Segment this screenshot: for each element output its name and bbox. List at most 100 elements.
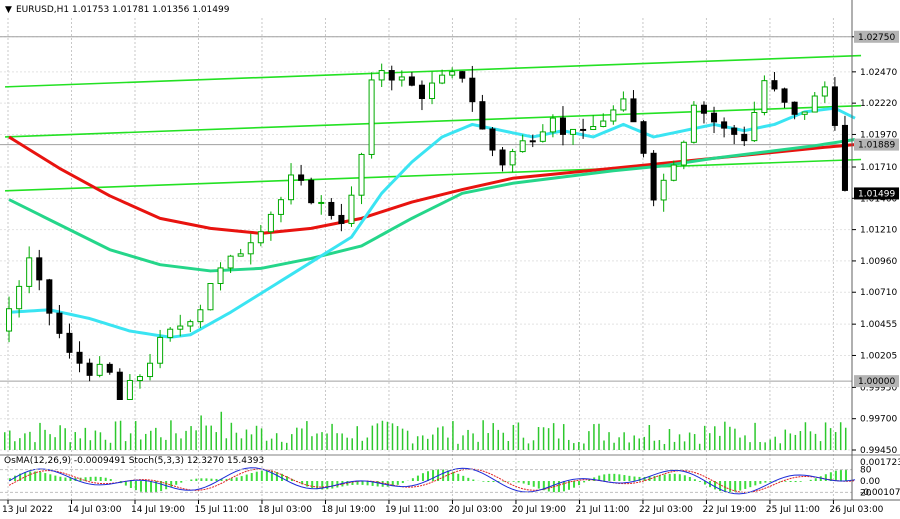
volume-bar — [527, 443, 530, 450]
volume-bar — [573, 443, 575, 450]
volume-bar — [44, 429, 46, 450]
volume-bar — [678, 434, 681, 450]
osma-bar — [301, 481, 304, 485]
osma-bar — [19, 473, 22, 481]
candle-body — [368, 79, 375, 155]
osma-bar — [54, 475, 57, 481]
volume-bar — [814, 433, 817, 450]
volume-bar — [29, 431, 31, 450]
osma-bar — [502, 481, 505, 482]
volume-bar — [497, 429, 499, 450]
volume-bar — [754, 422, 756, 450]
volume-bar — [230, 422, 233, 450]
candle-body — [731, 127, 738, 135]
osma-bar — [200, 478, 203, 481]
osma-bar — [492, 481, 495, 483]
volume-bar — [633, 435, 635, 450]
volume-bar — [608, 432, 610, 450]
osma-bar — [678, 474, 681, 481]
osma-bar — [316, 481, 319, 490]
candle-body — [640, 121, 647, 154]
osma-bar — [175, 481, 178, 485]
candle-body — [136, 376, 143, 381]
volume-bar — [296, 427, 298, 450]
osma-bar — [598, 475, 601, 481]
osma-bar — [245, 474, 248, 481]
osma-bar — [643, 476, 646, 481]
osma-bar — [205, 478, 208, 481]
osma-bar — [14, 475, 17, 481]
candle-body — [711, 112, 718, 123]
candle-body — [36, 257, 43, 281]
volume-bar — [522, 437, 525, 450]
osma-bar — [819, 476, 822, 481]
osma-tick-label: 0.00 — [860, 477, 880, 487]
volume-bar — [270, 438, 273, 450]
candle-body — [207, 283, 214, 311]
volume-bar — [477, 441, 479, 450]
volume-bar — [351, 438, 353, 450]
osma-bar — [719, 481, 722, 492]
osma-bar — [356, 481, 359, 485]
volume-bar — [104, 439, 107, 450]
volume-bar — [693, 434, 696, 450]
osma-bar — [215, 478, 218, 481]
volume-bar — [673, 441, 676, 450]
osma-bar — [472, 479, 475, 481]
osma-bar — [487, 481, 490, 483]
osma-bar — [573, 481, 576, 488]
time-tick-label: 22 Jul 19:00 — [702, 505, 756, 515]
volume-bar — [613, 442, 615, 450]
price-tag-label: 1.01889 — [858, 141, 895, 151]
candle-body — [549, 117, 556, 133]
osma-bar — [532, 481, 535, 487]
osma-bar — [134, 481, 137, 491]
candle-body — [590, 126, 597, 131]
osma-bar — [371, 481, 374, 486]
osma-bar — [401, 481, 404, 484]
osma-bar — [547, 481, 550, 492]
osma-bar — [275, 471, 278, 481]
volume-bar — [240, 438, 243, 450]
osma-bar — [648, 476, 651, 481]
header-arrow-icon[interactable]: ▼ — [5, 5, 12, 15]
volume-bar — [306, 421, 308, 450]
osma-bar — [809, 479, 812, 481]
volume-bar — [844, 427, 847, 450]
osma-bar — [693, 479, 696, 481]
volume-bar — [588, 431, 590, 450]
osma-bar — [124, 481, 127, 486]
volume-bar — [714, 426, 716, 450]
volume-bar — [396, 426, 399, 450]
candle-body — [6, 308, 13, 332]
volume-bar — [447, 437, 449, 450]
volume-bar — [593, 424, 595, 450]
candle-body — [680, 141, 687, 166]
volume-bar — [411, 443, 414, 450]
candle-body — [267, 213, 274, 233]
candle-body — [16, 285, 23, 310]
osma-bar — [139, 481, 142, 492]
osma-bar — [779, 481, 782, 482]
osma-bar — [497, 481, 500, 482]
osma-bar — [421, 473, 424, 481]
candle-body — [76, 351, 83, 364]
osma-bar — [89, 476, 92, 481]
osma-bar — [517, 481, 520, 483]
volume-bar — [603, 440, 605, 450]
volume-bar — [326, 433, 328, 450]
volume-bar — [794, 434, 797, 450]
osma-bar — [542, 481, 545, 491]
volume-bar — [452, 421, 454, 450]
osma-bar — [99, 476, 102, 481]
candle-body — [288, 174, 295, 201]
candle-body — [610, 109, 617, 122]
volume-bar — [568, 439, 570, 450]
candle-body — [126, 379, 133, 400]
volume-bar — [291, 434, 293, 450]
price-tag-box — [854, 30, 899, 43]
candle-body — [721, 121, 728, 129]
candle-body — [56, 312, 63, 334]
volume-bar — [34, 442, 36, 450]
